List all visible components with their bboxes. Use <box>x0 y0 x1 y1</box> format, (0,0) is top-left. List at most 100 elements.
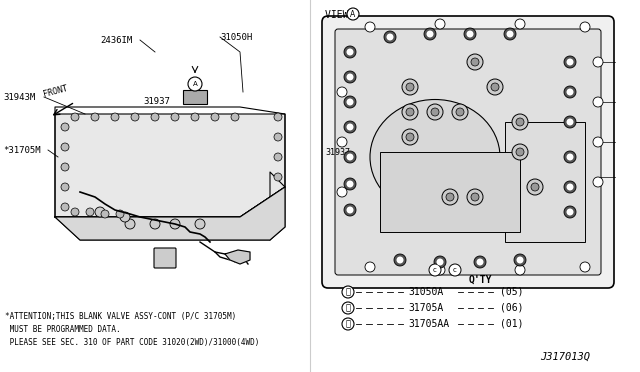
Text: 2436IM: 2436IM <box>100 35 132 45</box>
Bar <box>380 152 520 232</box>
Circle shape <box>342 286 354 298</box>
Text: 31943M: 31943M <box>3 93 35 102</box>
Text: c: c <box>453 267 457 273</box>
Circle shape <box>593 97 603 107</box>
Circle shape <box>446 193 454 201</box>
Circle shape <box>347 8 359 20</box>
Circle shape <box>506 31 513 38</box>
Circle shape <box>191 113 199 121</box>
Circle shape <box>566 208 573 215</box>
Circle shape <box>566 58 573 65</box>
Circle shape <box>512 114 528 130</box>
Circle shape <box>471 58 479 66</box>
Circle shape <box>71 208 79 216</box>
Circle shape <box>61 143 69 151</box>
Circle shape <box>346 124 353 131</box>
Text: 31705AA: 31705AA <box>408 319 449 329</box>
Text: (05): (05) <box>500 287 524 297</box>
Circle shape <box>434 256 446 268</box>
Circle shape <box>515 265 525 275</box>
Circle shape <box>346 180 353 187</box>
Circle shape <box>346 48 353 55</box>
Circle shape <box>436 259 444 266</box>
Circle shape <box>593 57 603 67</box>
Text: Q'TY: Q'TY <box>468 275 492 285</box>
Circle shape <box>344 178 356 190</box>
Circle shape <box>274 113 282 121</box>
Circle shape <box>344 151 356 163</box>
Circle shape <box>150 219 160 229</box>
Circle shape <box>435 19 445 29</box>
Circle shape <box>402 79 418 95</box>
Circle shape <box>435 265 445 275</box>
Bar <box>505 122 585 242</box>
Circle shape <box>593 137 603 147</box>
Circle shape <box>516 148 524 156</box>
Circle shape <box>365 262 375 272</box>
Circle shape <box>170 219 180 229</box>
Circle shape <box>337 137 347 147</box>
Circle shape <box>346 206 353 214</box>
Text: A: A <box>193 81 197 87</box>
Text: PLEASE SEE SEC. 310 OF PART CODE 31020(2WD)/31000(4WD): PLEASE SEE SEC. 310 OF PART CODE 31020(2… <box>5 338 259 347</box>
Circle shape <box>471 193 479 201</box>
Circle shape <box>429 264 441 276</box>
Circle shape <box>467 54 483 70</box>
FancyBboxPatch shape <box>154 248 176 268</box>
Text: (01): (01) <box>500 319 524 329</box>
Circle shape <box>61 183 69 191</box>
Circle shape <box>211 113 219 121</box>
Circle shape <box>593 177 603 187</box>
Ellipse shape <box>370 99 500 215</box>
Circle shape <box>564 86 576 98</box>
Circle shape <box>344 204 356 216</box>
Circle shape <box>464 28 476 40</box>
Circle shape <box>566 89 573 96</box>
Circle shape <box>365 22 375 32</box>
Circle shape <box>427 104 443 120</box>
Text: VIEW: VIEW <box>325 10 355 20</box>
Circle shape <box>515 19 525 29</box>
Polygon shape <box>55 114 285 217</box>
Circle shape <box>171 113 179 121</box>
FancyBboxPatch shape <box>322 16 614 288</box>
Polygon shape <box>55 187 285 240</box>
Circle shape <box>431 108 439 116</box>
Circle shape <box>566 183 573 190</box>
Circle shape <box>344 46 356 58</box>
Text: 31937: 31937 <box>143 96 170 106</box>
Circle shape <box>564 116 576 128</box>
Circle shape <box>91 113 99 121</box>
Circle shape <box>342 318 354 330</box>
Polygon shape <box>225 250 250 264</box>
Circle shape <box>188 77 202 91</box>
Circle shape <box>95 207 105 217</box>
Circle shape <box>514 254 526 266</box>
Circle shape <box>61 203 69 211</box>
Circle shape <box>344 71 356 83</box>
Text: A: A <box>350 10 356 19</box>
Circle shape <box>566 119 573 125</box>
Circle shape <box>402 104 418 120</box>
Text: c: c <box>433 267 437 273</box>
Circle shape <box>449 264 461 276</box>
Circle shape <box>274 153 282 161</box>
Circle shape <box>512 144 528 160</box>
Text: J317013Q: J317013Q <box>540 352 590 362</box>
Text: 31937: 31937 <box>325 148 350 157</box>
Text: 31050H: 31050H <box>220 32 252 42</box>
Circle shape <box>406 83 414 91</box>
Circle shape <box>387 33 394 41</box>
Circle shape <box>342 302 354 314</box>
Circle shape <box>516 257 524 263</box>
FancyBboxPatch shape <box>335 29 601 275</box>
Circle shape <box>564 151 576 163</box>
Circle shape <box>344 121 356 133</box>
Text: 31705A: 31705A <box>408 303 444 313</box>
Circle shape <box>394 254 406 266</box>
Circle shape <box>580 262 590 272</box>
Text: *ATTENTION;THIS BLANK VALVE ASSY-CONT (P/C 31705M): *ATTENTION;THIS BLANK VALVE ASSY-CONT (P… <box>5 312 236 321</box>
Circle shape <box>491 83 499 91</box>
Circle shape <box>564 181 576 193</box>
Bar <box>183 90 207 104</box>
